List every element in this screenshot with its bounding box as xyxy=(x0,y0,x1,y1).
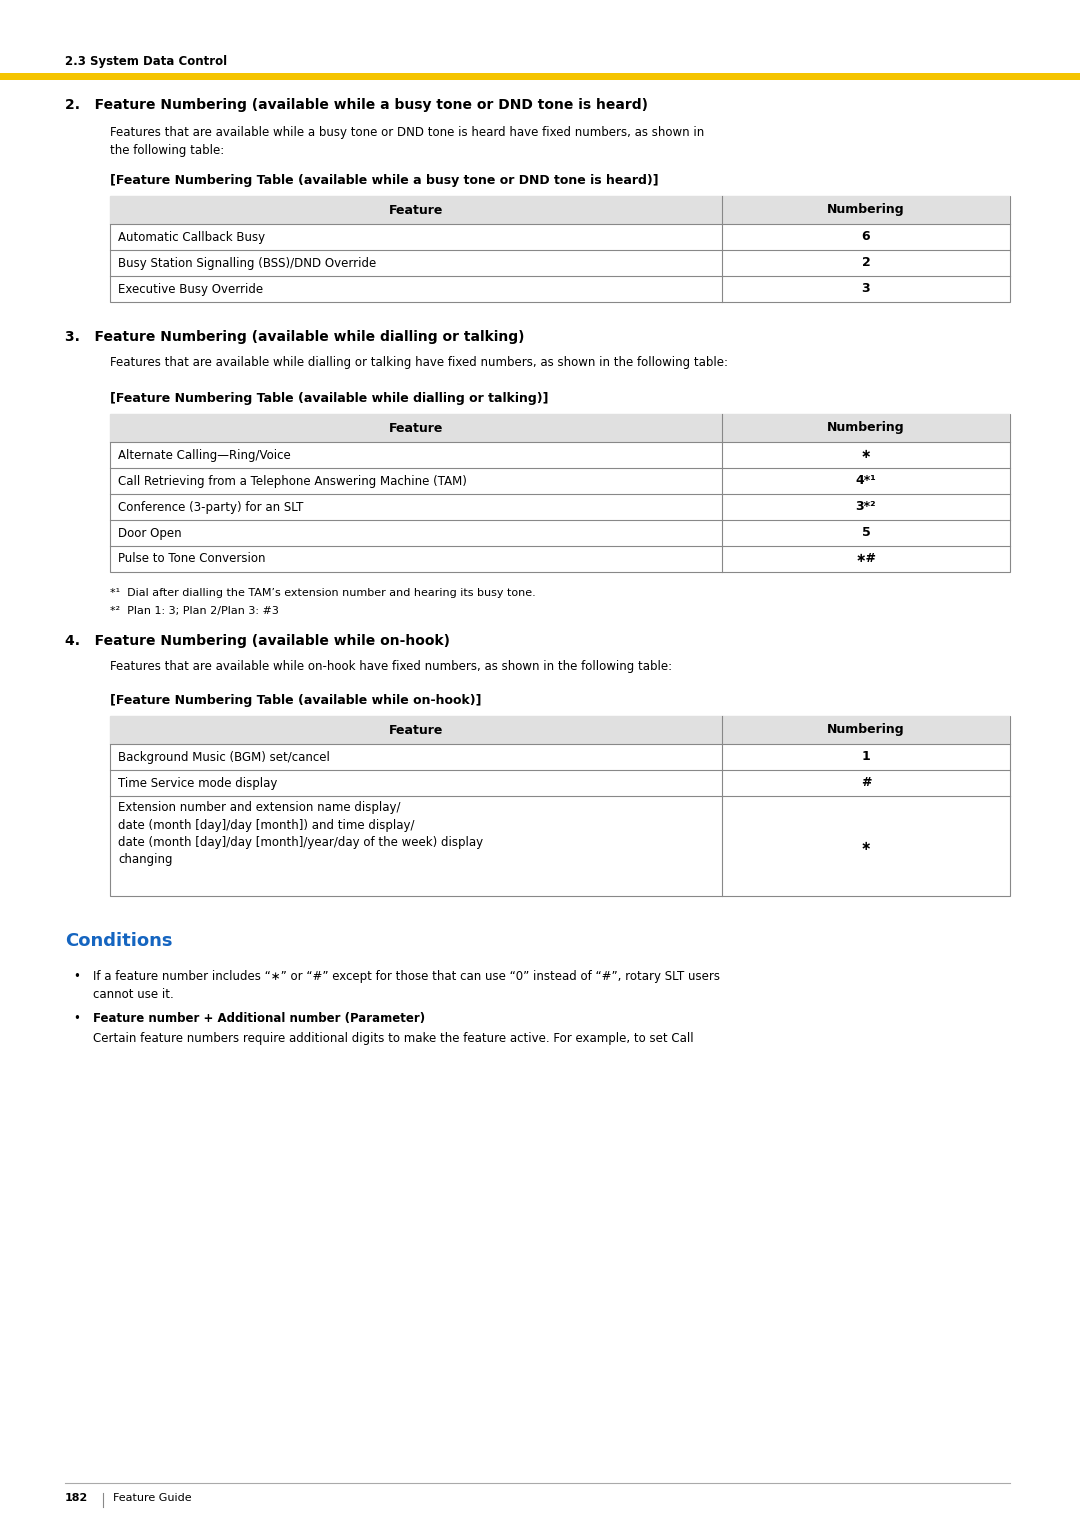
Text: Feature number + Additional number (Parameter): Feature number + Additional number (Para… xyxy=(93,1012,426,1025)
Text: Time Service mode display: Time Service mode display xyxy=(118,776,278,790)
Text: Features that are available while a busy tone or DND tone is heard have fixed nu: Features that are available while a busy… xyxy=(110,125,704,157)
Bar xyxy=(110,414,1010,442)
Text: Automatic Callback Busy: Automatic Callback Busy xyxy=(118,231,265,243)
Text: Pulse to Tone Conversion: Pulse to Tone Conversion xyxy=(118,553,266,565)
Text: [Feature Numbering Table (available while on-hook)]: [Feature Numbering Table (available whil… xyxy=(110,694,482,707)
Text: 6: 6 xyxy=(862,231,870,243)
Text: Certain feature numbers require additional digits to make the feature active. Fo: Certain feature numbers require addition… xyxy=(93,1031,693,1045)
Text: If a feature number includes “∗” or “#” except for those that can use “0” instea: If a feature number includes “∗” or “#” … xyxy=(93,970,720,1001)
Text: 5: 5 xyxy=(862,527,870,539)
Text: 3: 3 xyxy=(862,283,870,295)
Text: Door Open: Door Open xyxy=(118,527,181,539)
Text: Features that are available while dialling or talking have fixed numbers, as sho: Features that are available while dialli… xyxy=(110,356,728,368)
Text: ∗: ∗ xyxy=(861,449,872,461)
Text: Background Music (BGM) set/cancel: Background Music (BGM) set/cancel xyxy=(118,750,329,764)
Text: 4*¹: 4*¹ xyxy=(855,475,876,487)
Text: *²  Plan 1: 3; Plan 2/Plan 3: #3: *² Plan 1: 3; Plan 2/Plan 3: #3 xyxy=(110,607,279,616)
Text: Feature: Feature xyxy=(389,203,443,217)
Text: •: • xyxy=(73,970,80,983)
Text: Alternate Calling—Ring/Voice: Alternate Calling—Ring/Voice xyxy=(118,449,291,461)
Text: Numbering: Numbering xyxy=(827,422,905,434)
Text: Conditions: Conditions xyxy=(65,932,173,950)
Text: Executive Busy Override: Executive Busy Override xyxy=(118,283,264,295)
Text: 2.   Feature Numbering (available while a busy tone or DND tone is heard): 2. Feature Numbering (available while a … xyxy=(65,98,648,112)
Text: •: • xyxy=(73,1012,80,1025)
Text: 3*²: 3*² xyxy=(855,501,876,513)
Bar xyxy=(110,717,1010,744)
Text: [Feature Numbering Table (available while dialling or talking)]: [Feature Numbering Table (available whil… xyxy=(110,393,549,405)
Text: Numbering: Numbering xyxy=(827,203,905,217)
Text: Busy Station Signalling (BSS)/DND Override: Busy Station Signalling (BSS)/DND Overri… xyxy=(118,257,376,269)
Text: Numbering: Numbering xyxy=(827,723,905,736)
Text: Extension number and extension name display/
date (month [day]/day [month]) and : Extension number and extension name disp… xyxy=(118,801,483,866)
Text: ∗: ∗ xyxy=(861,839,872,853)
Text: #: # xyxy=(861,776,872,790)
Text: ∗#: ∗# xyxy=(855,553,877,565)
Text: Feature Guide: Feature Guide xyxy=(113,1493,191,1504)
Bar xyxy=(110,196,1010,303)
Text: Feature: Feature xyxy=(389,422,443,434)
Text: 4.   Feature Numbering (available while on-hook): 4. Feature Numbering (available while on… xyxy=(65,634,450,648)
Bar xyxy=(110,196,1010,225)
Bar xyxy=(110,717,1010,895)
Text: 182: 182 xyxy=(65,1493,89,1504)
Text: Conference (3-party) for an SLT: Conference (3-party) for an SLT xyxy=(118,501,303,513)
Text: *¹  Dial after dialling the TAM’s extension number and hearing its busy tone.: *¹ Dial after dialling the TAM’s extensi… xyxy=(110,588,536,597)
Text: 2.3 System Data Control: 2.3 System Data Control xyxy=(65,55,227,69)
Text: 2: 2 xyxy=(862,257,870,269)
Text: [Feature Numbering Table (available while a busy tone or DND tone is heard)]: [Feature Numbering Table (available whil… xyxy=(110,174,659,186)
Text: 1: 1 xyxy=(862,750,870,764)
Text: Call Retrieving from a Telephone Answering Machine (TAM): Call Retrieving from a Telephone Answeri… xyxy=(118,475,467,487)
Text: Feature: Feature xyxy=(389,723,443,736)
Bar xyxy=(110,414,1010,571)
Text: Features that are available while on-hook have fixed numbers, as shown in the fo: Features that are available while on-hoo… xyxy=(110,660,672,672)
Bar xyxy=(0,73,1080,79)
Text: 3.   Feature Numbering (available while dialling or talking): 3. Feature Numbering (available while di… xyxy=(65,330,525,344)
